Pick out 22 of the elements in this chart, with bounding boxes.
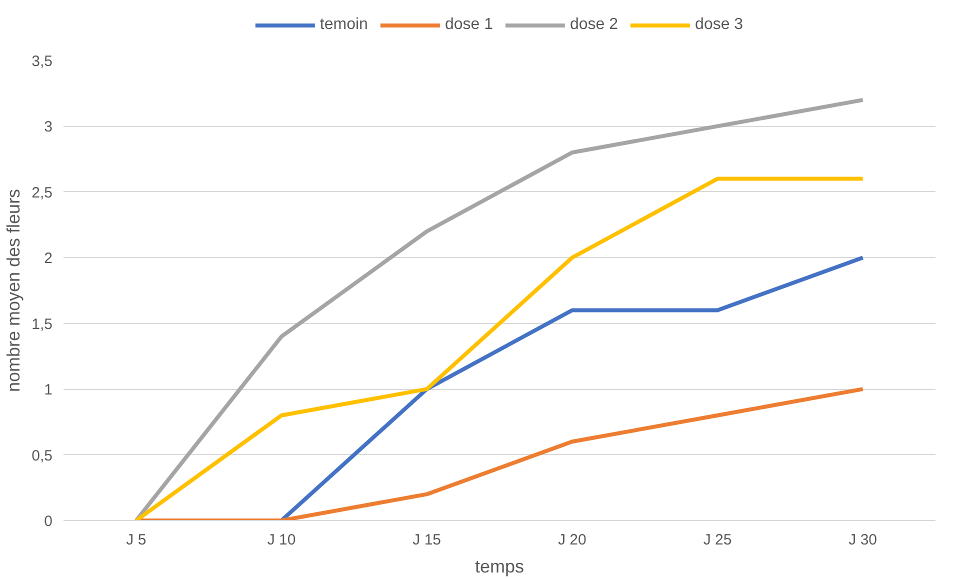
line-series: [134, 176, 865, 520]
x-axis-title: temps: [474, 556, 524, 576]
x-tick-label: J 25: [703, 532, 732, 548]
x-tick-label: J 5: [126, 532, 146, 548]
x-tick-label: J 20: [558, 532, 586, 548]
y-tick-label: 0,5: [32, 447, 53, 464]
y-tick-label: 2: [44, 250, 52, 268]
y-axis-title: nombre moyen des fleurs: [4, 188, 24, 392]
y-tick-label: 3: [44, 118, 52, 136]
x-tick-label: J 30: [848, 532, 878, 548]
y-tick-label: 0: [44, 513, 52, 530]
line-series: [134, 98, 865, 520]
x-tick-label: J 15: [412, 532, 442, 548]
legend-label: dose 1: [444, 16, 493, 34]
y-tick-label: 1: [44, 382, 52, 399]
legend-label: dose 2: [570, 16, 618, 34]
y-tick-label: 3,5: [32, 53, 53, 70]
y-tick-label: 2,5: [32, 184, 53, 202]
y-tick-label: 1,5: [32, 316, 53, 333]
legend-label: temoin: [320, 16, 368, 34]
legend-label: dose 3: [695, 16, 744, 34]
x-tick-label: J 10: [267, 532, 296, 548]
